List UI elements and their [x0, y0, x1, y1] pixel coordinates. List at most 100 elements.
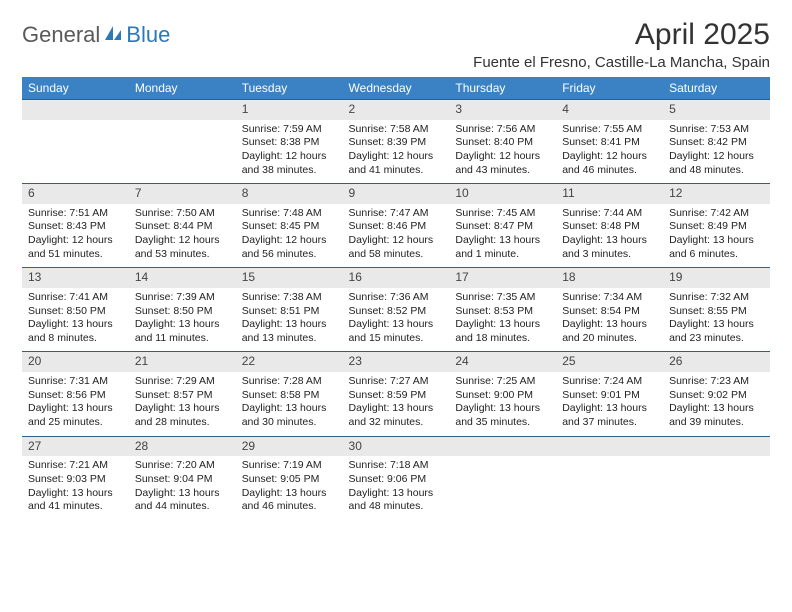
sunrise-text: Sunrise: 7:53 AM	[669, 123, 764, 137]
day-number	[663, 436, 770, 456]
day-number	[129, 100, 236, 120]
sunset-text: Sunset: 8:54 PM	[562, 305, 657, 319]
sunset-text: Sunset: 9:01 PM	[562, 389, 657, 403]
day-number: 30	[343, 436, 450, 456]
col-monday: Monday	[129, 77, 236, 100]
daylight-text: Daylight: 13 hours and 25 minutes.	[28, 402, 123, 429]
day-body-row: Sunrise: 7:21 AMSunset: 9:03 PMDaylight:…	[22, 456, 770, 520]
sunset-text: Sunset: 8:45 PM	[242, 220, 337, 234]
sunset-text: Sunset: 8:46 PM	[349, 220, 444, 234]
day-number: 6	[22, 184, 129, 204]
day-body-row: Sunrise: 7:41 AMSunset: 8:50 PMDaylight:…	[22, 288, 770, 352]
day-number: 20	[22, 352, 129, 372]
daylight-text: Daylight: 13 hours and 48 minutes.	[349, 487, 444, 514]
sunset-text: Sunset: 9:05 PM	[242, 473, 337, 487]
sunrise-text: Sunrise: 7:44 AM	[562, 207, 657, 221]
day-cell: Sunrise: 7:35 AMSunset: 8:53 PMDaylight:…	[449, 288, 556, 352]
sunset-text: Sunset: 8:41 PM	[562, 136, 657, 150]
sunset-text: Sunset: 8:53 PM	[455, 305, 550, 319]
sunrise-text: Sunrise: 7:29 AM	[135, 375, 230, 389]
daylight-text: Daylight: 13 hours and 30 minutes.	[242, 402, 337, 429]
day-body-row: Sunrise: 7:59 AMSunset: 8:38 PMDaylight:…	[22, 120, 770, 184]
daynum-row: 12345	[22, 100, 770, 120]
sunrise-text: Sunrise: 7:47 AM	[349, 207, 444, 221]
day-number: 9	[343, 184, 450, 204]
sunrise-text: Sunrise: 7:28 AM	[242, 375, 337, 389]
day-number: 3	[449, 100, 556, 120]
day-number: 22	[236, 352, 343, 372]
day-cell: Sunrise: 7:38 AMSunset: 8:51 PMDaylight:…	[236, 288, 343, 352]
sunrise-text: Sunrise: 7:24 AM	[562, 375, 657, 389]
day-cell: Sunrise: 7:48 AMSunset: 8:45 PMDaylight:…	[236, 204, 343, 268]
day-cell: Sunrise: 7:45 AMSunset: 8:47 PMDaylight:…	[449, 204, 556, 268]
sunrise-text: Sunrise: 7:19 AM	[242, 459, 337, 473]
day-number: 27	[22, 436, 129, 456]
day-cell: Sunrise: 7:23 AMSunset: 9:02 PMDaylight:…	[663, 372, 770, 436]
day-number: 4	[556, 100, 663, 120]
sunrise-text: Sunrise: 7:21 AM	[28, 459, 123, 473]
sunset-text: Sunset: 8:40 PM	[455, 136, 550, 150]
daylight-text: Daylight: 13 hours and 18 minutes.	[455, 318, 550, 345]
daylight-text: Daylight: 12 hours and 51 minutes.	[28, 234, 123, 261]
sunset-text: Sunset: 9:03 PM	[28, 473, 123, 487]
day-cell	[663, 456, 770, 520]
sunrise-text: Sunrise: 7:41 AM	[28, 291, 123, 305]
sunset-text: Sunset: 8:39 PM	[349, 136, 444, 150]
logo-text-general: General	[22, 22, 100, 48]
sunrise-text: Sunrise: 7:20 AM	[135, 459, 230, 473]
sunset-text: Sunset: 8:56 PM	[28, 389, 123, 403]
sunrise-text: Sunrise: 7:18 AM	[349, 459, 444, 473]
location-subtitle: Fuente el Fresno, Castille-La Mancha, Sp…	[473, 54, 770, 71]
day-cell: Sunrise: 7:32 AMSunset: 8:55 PMDaylight:…	[663, 288, 770, 352]
daynum-row: 13141516171819	[22, 268, 770, 288]
day-number: 21	[129, 352, 236, 372]
sunset-text: Sunset: 8:38 PM	[242, 136, 337, 150]
daylight-text: Daylight: 13 hours and 41 minutes.	[28, 487, 123, 514]
day-cell	[22, 120, 129, 184]
day-number: 23	[343, 352, 450, 372]
day-number: 28	[129, 436, 236, 456]
sunrise-text: Sunrise: 7:25 AM	[455, 375, 550, 389]
daylight-text: Daylight: 13 hours and 8 minutes.	[28, 318, 123, 345]
day-cell: Sunrise: 7:21 AMSunset: 9:03 PMDaylight:…	[22, 456, 129, 520]
day-number	[556, 436, 663, 456]
day-number	[449, 436, 556, 456]
sunset-text: Sunset: 8:42 PM	[669, 136, 764, 150]
sunrise-text: Sunrise: 7:35 AM	[455, 291, 550, 305]
day-cell: Sunrise: 7:25 AMSunset: 9:00 PMDaylight:…	[449, 372, 556, 436]
daynum-row: 6789101112	[22, 184, 770, 204]
sunrise-text: Sunrise: 7:42 AM	[669, 207, 764, 221]
col-wednesday: Wednesday	[343, 77, 450, 100]
day-cell: Sunrise: 7:44 AMSunset: 8:48 PMDaylight:…	[556, 204, 663, 268]
daylight-text: Daylight: 13 hours and 23 minutes.	[669, 318, 764, 345]
sunset-text: Sunset: 8:58 PM	[242, 389, 337, 403]
sunrise-text: Sunrise: 7:56 AM	[455, 123, 550, 137]
sunset-text: Sunset: 8:50 PM	[28, 305, 123, 319]
page-title: April 2025	[473, 18, 770, 52]
day-number: 25	[556, 352, 663, 372]
day-cell: Sunrise: 7:56 AMSunset: 8:40 PMDaylight:…	[449, 120, 556, 184]
daylight-text: Daylight: 12 hours and 48 minutes.	[669, 150, 764, 177]
daylight-text: Daylight: 13 hours and 3 minutes.	[562, 234, 657, 261]
day-cell: Sunrise: 7:31 AMSunset: 8:56 PMDaylight:…	[22, 372, 129, 436]
day-cell: Sunrise: 7:39 AMSunset: 8:50 PMDaylight:…	[129, 288, 236, 352]
day-number: 19	[663, 268, 770, 288]
day-cell: Sunrise: 7:41 AMSunset: 8:50 PMDaylight:…	[22, 288, 129, 352]
sunrise-text: Sunrise: 7:27 AM	[349, 375, 444, 389]
daylight-text: Daylight: 13 hours and 32 minutes.	[349, 402, 444, 429]
sunset-text: Sunset: 8:43 PM	[28, 220, 123, 234]
sunrise-text: Sunrise: 7:23 AM	[669, 375, 764, 389]
day-cell: Sunrise: 7:53 AMSunset: 8:42 PMDaylight:…	[663, 120, 770, 184]
sunrise-text: Sunrise: 7:34 AM	[562, 291, 657, 305]
sunrise-text: Sunrise: 7:39 AM	[135, 291, 230, 305]
sunset-text: Sunset: 8:48 PM	[562, 220, 657, 234]
daylight-text: Daylight: 13 hours and 6 minutes.	[669, 234, 764, 261]
sunset-text: Sunset: 9:02 PM	[669, 389, 764, 403]
daylight-text: Daylight: 12 hours and 53 minutes.	[135, 234, 230, 261]
day-cell	[556, 456, 663, 520]
daylight-text: Daylight: 13 hours and 28 minutes.	[135, 402, 230, 429]
sunset-text: Sunset: 8:52 PM	[349, 305, 444, 319]
title-block: April 2025 Fuente el Fresno, Castille-La…	[473, 18, 770, 71]
day-number: 2	[343, 100, 450, 120]
sunset-text: Sunset: 8:57 PM	[135, 389, 230, 403]
